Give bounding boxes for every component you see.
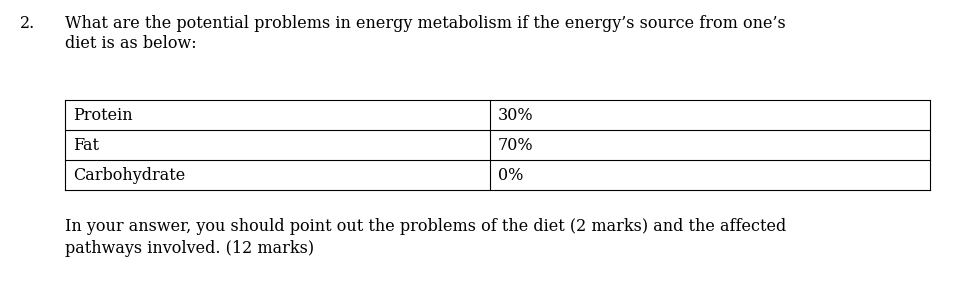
Text: Protein: Protein [73,106,133,123]
Text: pathways involved. (12 marks): pathways involved. (12 marks) [65,240,314,257]
Text: 70%: 70% [498,136,533,153]
Text: What are the potential problems in energy metabolism if the energy’s source from: What are the potential problems in energ… [65,15,786,32]
Text: In your answer, you should point out the problems of the diet (2 marks) and the : In your answer, you should point out the… [65,218,786,235]
Text: Carbohydrate: Carbohydrate [73,167,185,184]
Text: 0%: 0% [498,167,524,184]
Text: 2.: 2. [20,15,35,32]
Text: diet is as below:: diet is as below: [65,35,197,52]
Text: 30%: 30% [498,106,533,123]
Text: Fat: Fat [73,136,99,153]
